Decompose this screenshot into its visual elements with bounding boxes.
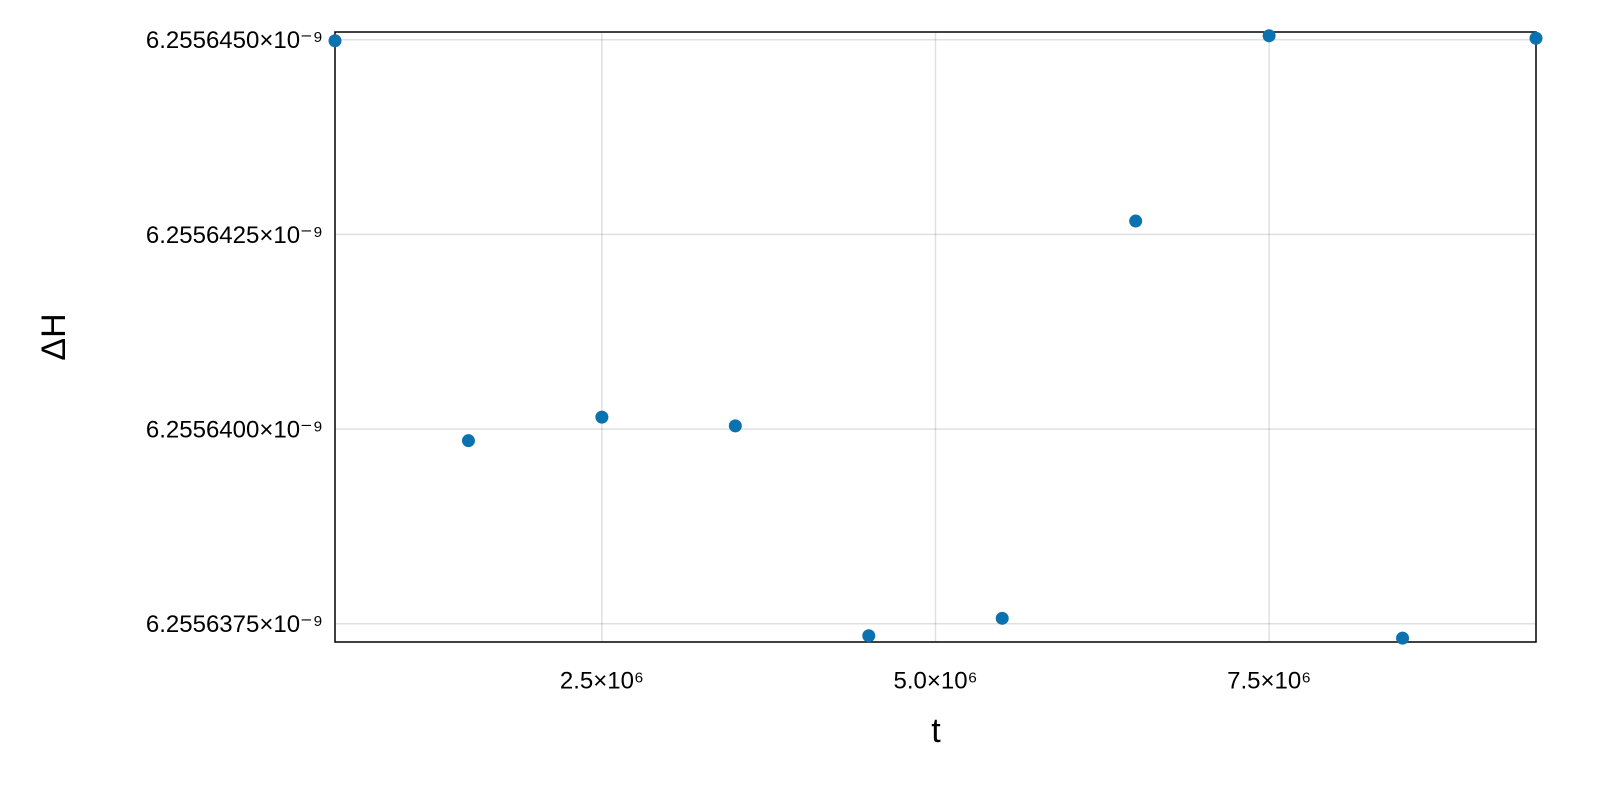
point bbox=[1262, 29, 1276, 43]
x-axis-label: t bbox=[931, 712, 941, 750]
x-tick-label: 5.0×10⁶ bbox=[894, 667, 978, 694]
y-tick-label: 6.2556425×10⁻⁹ bbox=[146, 222, 323, 249]
plot-frame bbox=[334, 31, 1537, 643]
point bbox=[995, 611, 1009, 625]
y-axis-label: ΔH bbox=[35, 313, 73, 360]
point bbox=[862, 629, 876, 643]
point bbox=[1129, 214, 1143, 228]
y-tick-label: 6.2556400×10⁻⁹ bbox=[146, 416, 323, 443]
point bbox=[1396, 631, 1410, 645]
y-tick-label: 6.2556375×10⁻⁹ bbox=[146, 611, 323, 638]
point bbox=[728, 419, 742, 433]
x-tick-label: 7.5×10⁶ bbox=[1227, 667, 1311, 694]
x-tick-label: 2.5×10⁶ bbox=[560, 667, 644, 694]
point bbox=[595, 410, 609, 424]
point bbox=[328, 34, 342, 48]
y-tick-label: 6.2556450×10⁻⁹ bbox=[146, 27, 323, 54]
point bbox=[1529, 31, 1543, 45]
point bbox=[461, 434, 475, 448]
